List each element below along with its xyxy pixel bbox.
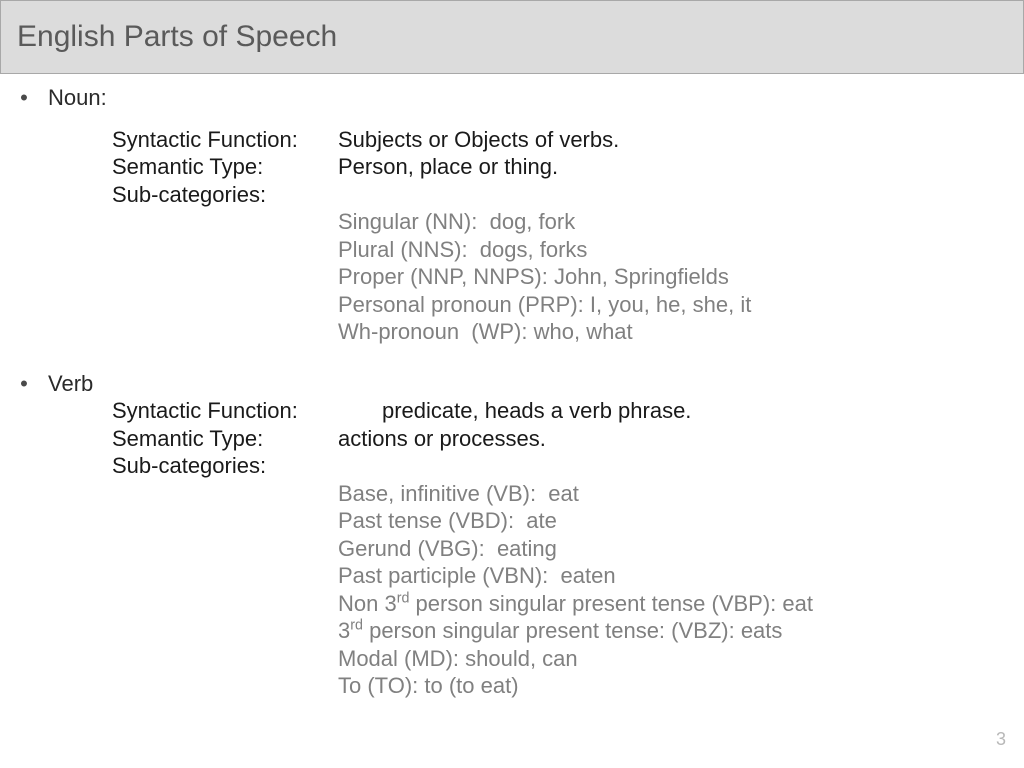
verb-syntactic-function: Syntactic Function: predicate, heads a v… (112, 397, 1024, 425)
noun-label: Noun: (48, 84, 107, 112)
noun-subcategories: Singular (NN): dog, fork Plural (NNS): d… (0, 208, 1024, 346)
noun-syntactic-function: Syntactic Function: Subjects or Objects … (112, 126, 1024, 154)
noun-sub-0: Singular (NN): dog, fork (338, 208, 1024, 236)
verb-sub-3: Past participle (VBN): eaten (338, 562, 1024, 590)
bullet-dot-icon: • (0, 84, 48, 112)
verb-sub-2: Gerund (VBG): eating (338, 535, 1024, 563)
verb-sub-5: 3rd person singular present tense: (VBZ)… (338, 617, 1024, 645)
noun-sub-4: Wh-pronoun (WP): who, what (338, 318, 1024, 346)
field-key: Sub-categories: (112, 181, 338, 209)
verb-fields: Syntactic Function: predicate, heads a v… (0, 397, 1024, 480)
title-bar: English Parts of Speech (0, 0, 1024, 74)
verb-sub-0: Base, infinitive (VB): eat (338, 480, 1024, 508)
slide-content: • Noun: Syntactic Function: Subjects or … (0, 74, 1024, 700)
field-key: Semantic Type: (112, 153, 338, 181)
verb-label: Verb (48, 370, 93, 398)
noun-subcategories-key: Sub-categories: (112, 181, 1024, 209)
seg: person singular present tense: (VBZ): ea… (363, 618, 782, 643)
page-number: 3 (996, 729, 1006, 750)
field-val: Person, place or thing. (338, 153, 558, 181)
verb-sub-7: To (TO): to (to eat) (338, 672, 1024, 700)
field-key: Semantic Type: (112, 425, 338, 453)
noun-sub-1: Plural (NNS): dogs, forks (338, 236, 1024, 264)
field-key: Syntactic Function: (112, 397, 382, 425)
seg: Non 3 (338, 591, 397, 616)
field-val: predicate, heads a verb phrase. (382, 397, 691, 425)
seg: 3 (338, 618, 350, 643)
bullet-noun: • Noun: (0, 84, 1024, 112)
verb-sub-6: Modal (MD): should, can (338, 645, 1024, 673)
noun-sub-2: Proper (NNP, NNPS): John, Springfields (338, 263, 1024, 291)
page-title: English Parts of Speech (17, 20, 337, 54)
verb-semantic-type: Semantic Type: actions or processes. (112, 425, 1024, 453)
superscript: rd (350, 618, 363, 634)
field-val: Subjects or Objects of verbs. (338, 126, 619, 154)
verb-subcategories: Base, infinitive (VB): eat Past tense (V… (0, 480, 1024, 700)
verb-sub-4: Non 3rd person singular present tense (V… (338, 590, 1024, 618)
noun-fields: Syntactic Function: Subjects or Objects … (0, 126, 1024, 209)
field-val: actions or processes. (338, 425, 546, 453)
superscript: rd (397, 590, 410, 606)
noun-sub-3: Personal pronoun (PRP): I, you, he, she,… (338, 291, 1024, 319)
verb-subcategories-key: Sub-categories: (112, 452, 1024, 480)
field-key: Sub-categories: (112, 452, 338, 480)
verb-sub-1: Past tense (VBD): ate (338, 507, 1024, 535)
seg: person singular present tense (VBP): eat (409, 591, 813, 616)
noun-semantic-type: Semantic Type: Person, place or thing. (112, 153, 1024, 181)
bullet-dot-icon: • (0, 370, 48, 398)
field-key: Syntactic Function: (112, 126, 338, 154)
bullet-verb: • Verb (0, 370, 1024, 398)
